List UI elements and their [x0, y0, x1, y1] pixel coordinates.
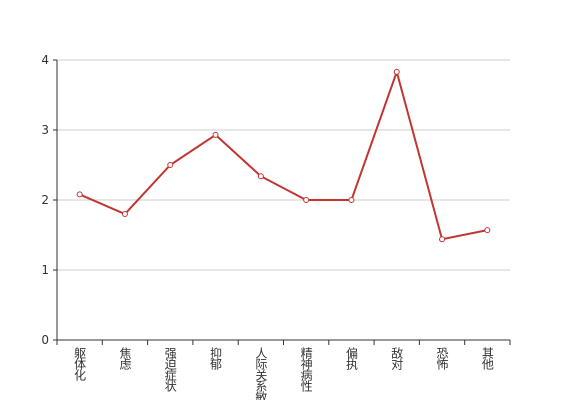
- point: [348, 197, 355, 203]
- y-tick-label: 4: [41, 53, 49, 67]
- point: [303, 197, 310, 203]
- point: [257, 173, 264, 180]
- x-tick-label: 抑郁: [209, 346, 223, 371]
- x-tick-label: 其他: [480, 347, 494, 370]
- x-tick-label: 精神病性: [299, 347, 313, 393]
- y-tick-label: 1: [41, 263, 49, 277]
- x-tick-label: 躯体化: [73, 346, 87, 382]
- y-tick-label: 3: [41, 123, 49, 137]
- point: [212, 131, 219, 138]
- y-tick-label: 2: [41, 193, 49, 207]
- x-tick-label: 焦虑: [118, 347, 132, 370]
- x-tick-label: 强迫症状: [163, 347, 177, 392]
- x-tick-label: 敌对: [390, 346, 404, 370]
- point: [393, 68, 400, 75]
- x-tick-label: 人际关系敏感: [254, 347, 268, 400]
- point: [167, 162, 174, 168]
- point: [439, 236, 446, 243]
- y-tick-label: 0: [41, 333, 49, 347]
- x-tick-label: 恐怖: [435, 347, 449, 370]
- point: [76, 191, 83, 198]
- x-tick-label: 偏执: [344, 346, 358, 371]
- line: [79, 68, 488, 241]
- point: [484, 227, 491, 234]
- point: [121, 211, 128, 217]
